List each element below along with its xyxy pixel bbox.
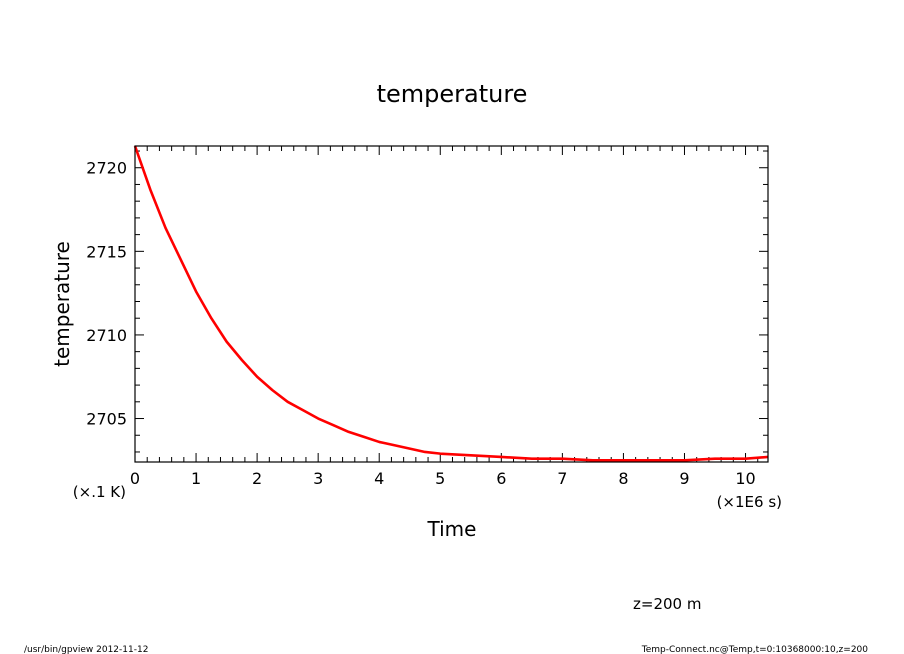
y-unit-label: (×.1 K) xyxy=(73,483,126,501)
x-tick-label: 4 xyxy=(374,469,384,488)
x-tick-label: 3 xyxy=(313,469,323,488)
axis-ticks xyxy=(134,146,768,462)
series-group xyxy=(133,145,769,462)
x-tick-label: 0 xyxy=(130,469,140,488)
footer-right: Temp-Connect.nc@Temp,t=0:10368000:10,z=2… xyxy=(641,645,869,654)
y-tick-label: 2710 xyxy=(86,326,127,345)
x-tick-label: 9 xyxy=(679,469,689,488)
z-annotation: z=200 m xyxy=(633,595,701,613)
y-tick-label: 2715 xyxy=(86,242,127,261)
x-tick-label: 8 xyxy=(618,469,628,488)
x-axis-label: Time xyxy=(427,517,477,541)
x-unit-label: (×1E6 s) xyxy=(717,493,782,511)
footer-left: /usr/bin/gpview 2012-11-12 xyxy=(24,645,148,654)
x-tick-label: 5 xyxy=(435,469,445,488)
x-tick-label: 6 xyxy=(496,469,506,488)
chart-title: temperature xyxy=(377,80,528,108)
x-tick-label: 10 xyxy=(735,469,755,488)
y-tick-label: 2705 xyxy=(86,410,127,429)
x-tick-label: 1 xyxy=(191,469,201,488)
x-tick-label: 2 xyxy=(252,469,262,488)
y-axis-label: temperature xyxy=(50,241,74,367)
series-line-0 xyxy=(133,145,769,462)
plot-frame xyxy=(134,145,769,463)
x-tick-label: 7 xyxy=(557,469,567,488)
tick-labels: 0 1 2 3 4 5 6 7 8 9 10 2705 2710 2715 2720 xyxy=(86,159,755,488)
y-tick-label: 2720 xyxy=(86,159,127,178)
